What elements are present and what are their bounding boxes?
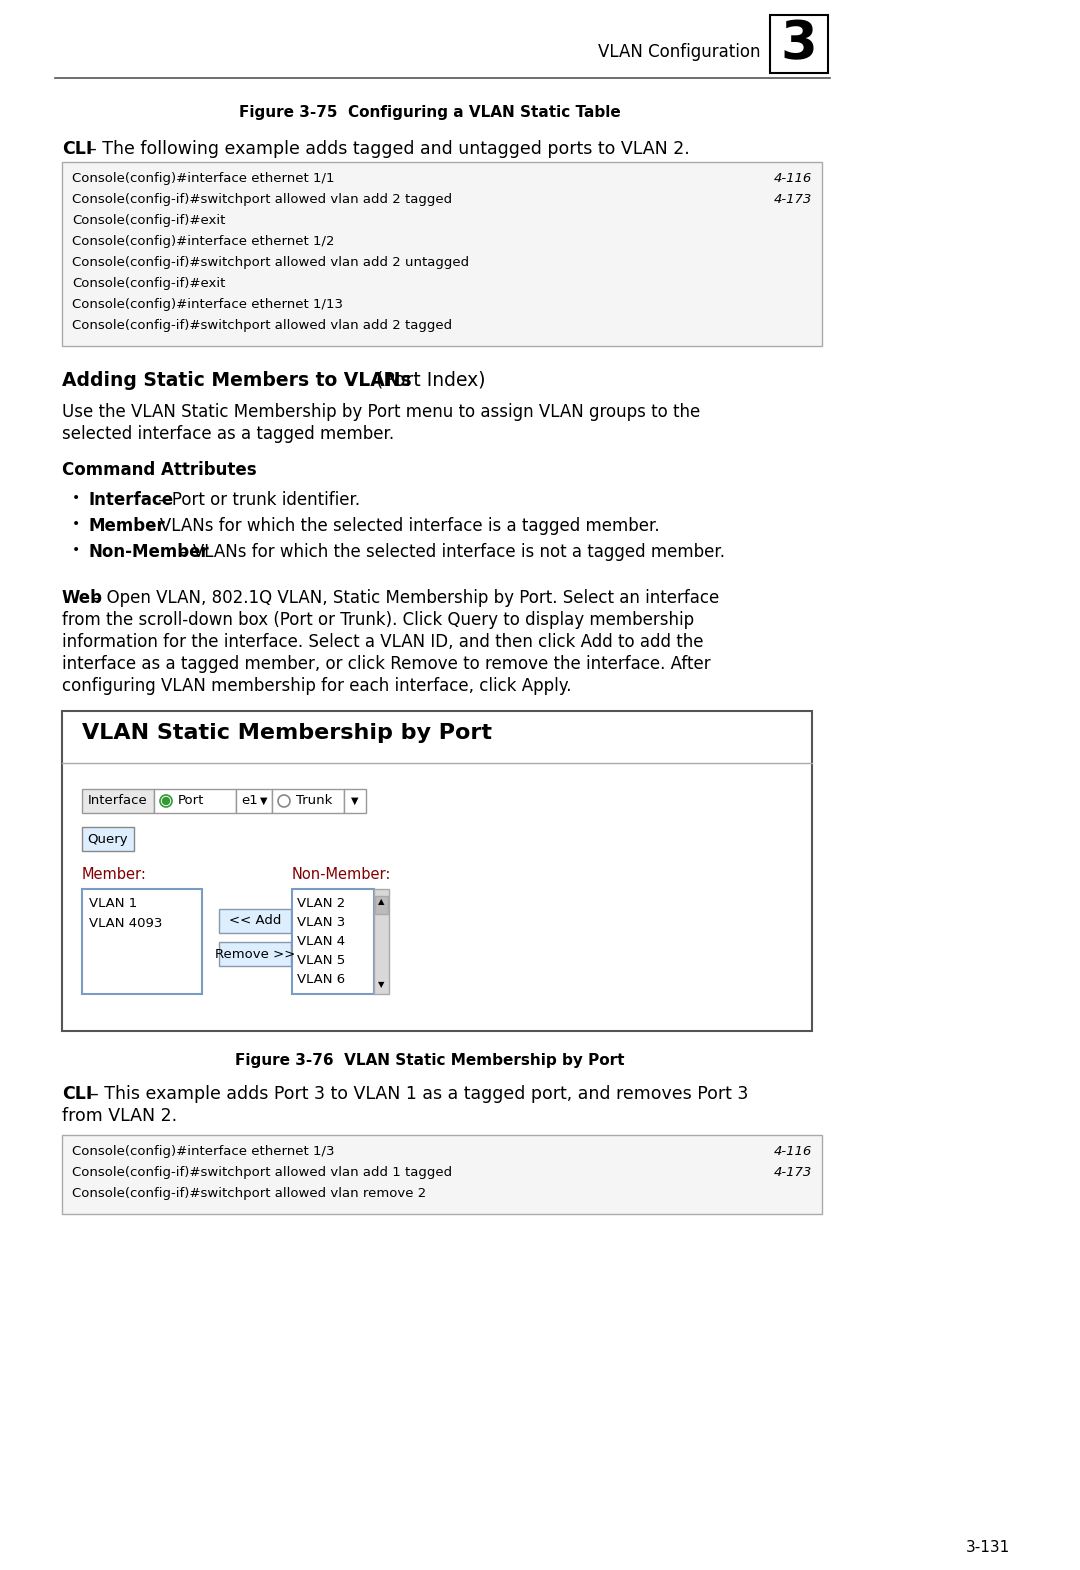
Bar (154, 790, 237, 813)
Text: Console(config)#interface ethernet 1/2: Console(config)#interface ethernet 1/2 (72, 236, 335, 248)
Text: ▼: ▼ (378, 980, 384, 989)
Text: VLAN 5: VLAN 5 (297, 955, 346, 967)
Bar (770, 16, 828, 72)
Text: – The following example adds tagged and untagged ports to VLAN 2.: – The following example adds tagged and … (87, 140, 690, 159)
Text: from the scroll-down box (Port or Trunk). Click Query to display membership: from the scroll-down box (Port or Trunk)… (62, 611, 694, 630)
Text: Command Attributes: Command Attributes (62, 462, 257, 479)
Text: Port: Port (178, 794, 204, 807)
Text: VLAN 1: VLAN 1 (89, 896, 137, 911)
Text: Console(config-if)#switchport allowed vlan add 2 untagged: Console(config-if)#switchport allowed vl… (72, 256, 469, 268)
Text: Adding Static Members to VLANs: Adding Static Members to VLANs (62, 371, 411, 389)
Text: – This example adds Port 3 to VLAN 1 as a tagged port, and removes Port 3: – This example adds Port 3 to VLAN 1 as … (90, 1085, 748, 1104)
Bar (272, 790, 345, 813)
Text: – VLANs for which the selected interface is not a tagged member.: – VLANs for which the selected interface… (174, 543, 725, 560)
Text: VLAN 3: VLAN 3 (297, 915, 346, 929)
Bar (345, 790, 366, 813)
Text: ▼: ▼ (260, 796, 268, 805)
Text: ▲: ▲ (378, 896, 384, 906)
Text: CLI: CLI (62, 1085, 93, 1104)
Bar (82, 790, 154, 813)
Text: VLAN Static Membership by Port: VLAN Static Membership by Port (82, 724, 492, 743)
Text: 3: 3 (781, 17, 818, 71)
Text: Console(config)#interface ethernet 1/13: Console(config)#interface ethernet 1/13 (72, 298, 343, 311)
Circle shape (162, 798, 170, 804)
Text: VLAN 4: VLAN 4 (297, 936, 346, 948)
Text: 4-173: 4-173 (773, 1167, 812, 1179)
Text: Console(config-if)#exit: Console(config-if)#exit (72, 214, 226, 228)
Text: Console(config)#interface ethernet 1/1: Console(config)#interface ethernet 1/1 (72, 173, 335, 185)
Text: Console(config-if)#switchport allowed vlan add 1 tagged: Console(config-if)#switchport allowed vl… (72, 1167, 453, 1179)
Text: Interface: Interface (89, 794, 148, 807)
Text: – VLANs for which the selected interface is a tagged member.: – VLANs for which the selected interface… (141, 517, 660, 535)
Bar (82, 827, 134, 851)
Text: Web: Web (62, 589, 103, 608)
Text: Member: Member (87, 517, 165, 535)
Text: Remove >>: Remove >> (215, 948, 295, 961)
Bar (62, 162, 822, 345)
Text: Interface: Interface (87, 491, 173, 509)
Bar (62, 1135, 822, 1214)
Text: •: • (72, 517, 80, 531)
Text: ▼: ▼ (351, 796, 359, 805)
Bar (219, 942, 291, 966)
Text: VLAN Configuration: VLAN Configuration (597, 42, 760, 61)
Text: 4-116: 4-116 (773, 173, 812, 185)
Text: Console(config-if)#exit: Console(config-if)#exit (72, 276, 226, 290)
Text: selected interface as a tagged member.: selected interface as a tagged member. (62, 425, 394, 443)
Text: Non-Member: Non-Member (87, 543, 208, 560)
Text: Console(config-if)#switchport allowed vlan remove 2: Console(config-if)#switchport allowed vl… (72, 1187, 427, 1199)
Text: (Port Index): (Port Index) (370, 371, 486, 389)
Text: 4-173: 4-173 (773, 193, 812, 206)
Text: configuring VLAN membership for each interface, click Apply.: configuring VLAN membership for each int… (62, 677, 571, 696)
Text: Non-Member:: Non-Member: (292, 867, 391, 882)
Text: VLAN 6: VLAN 6 (297, 973, 346, 986)
Text: 3-131: 3-131 (966, 1540, 1010, 1554)
Text: 4-116: 4-116 (773, 1145, 812, 1159)
Text: Figure 3-76  VLAN Static Membership by Port: Figure 3-76 VLAN Static Membership by Po… (235, 1053, 624, 1068)
Bar (374, 889, 389, 994)
Text: Use the VLAN Static Membership by Port menu to assign VLAN groups to the: Use the VLAN Static Membership by Port m… (62, 403, 700, 421)
Bar (62, 711, 812, 1031)
Text: Member:: Member: (82, 867, 147, 882)
Text: •: • (72, 491, 80, 506)
Text: CLI: CLI (62, 140, 93, 159)
Text: – Port or trunk identifier.: – Port or trunk identifier. (153, 491, 360, 509)
Text: Console(config-if)#switchport allowed vlan add 2 tagged: Console(config-if)#switchport allowed vl… (72, 193, 453, 206)
Bar (375, 896, 388, 914)
Bar (82, 889, 202, 994)
Text: from VLAN 2.: from VLAN 2. (62, 1107, 177, 1126)
Text: – Open VLAN, 802.1Q VLAN, Static Membership by Port. Select an interface: – Open VLAN, 802.1Q VLAN, Static Members… (93, 589, 719, 608)
Text: Figure 3-75  Configuring a VLAN Static Table: Figure 3-75 Configuring a VLAN Static Ta… (239, 105, 621, 119)
Text: VLAN 4093: VLAN 4093 (89, 917, 162, 929)
Text: Trunk: Trunk (296, 794, 333, 807)
Text: •: • (72, 543, 80, 557)
Text: Console(config)#interface ethernet 1/3: Console(config)#interface ethernet 1/3 (72, 1145, 335, 1159)
Text: Query: Query (87, 832, 129, 846)
Text: interface as a tagged member, or click Remove to remove the interface. After: interface as a tagged member, or click R… (62, 655, 711, 674)
Text: information for the interface. Select a VLAN ID, and then click Add to add the: information for the interface. Select a … (62, 633, 703, 652)
Bar (292, 889, 374, 994)
Text: e1: e1 (241, 794, 258, 807)
Bar (237, 790, 272, 813)
Text: VLAN 2: VLAN 2 (297, 896, 346, 911)
Text: Console(config-if)#switchport allowed vlan add 2 tagged: Console(config-if)#switchport allowed vl… (72, 319, 453, 331)
Text: << Add: << Add (229, 914, 281, 928)
Bar (219, 909, 291, 933)
